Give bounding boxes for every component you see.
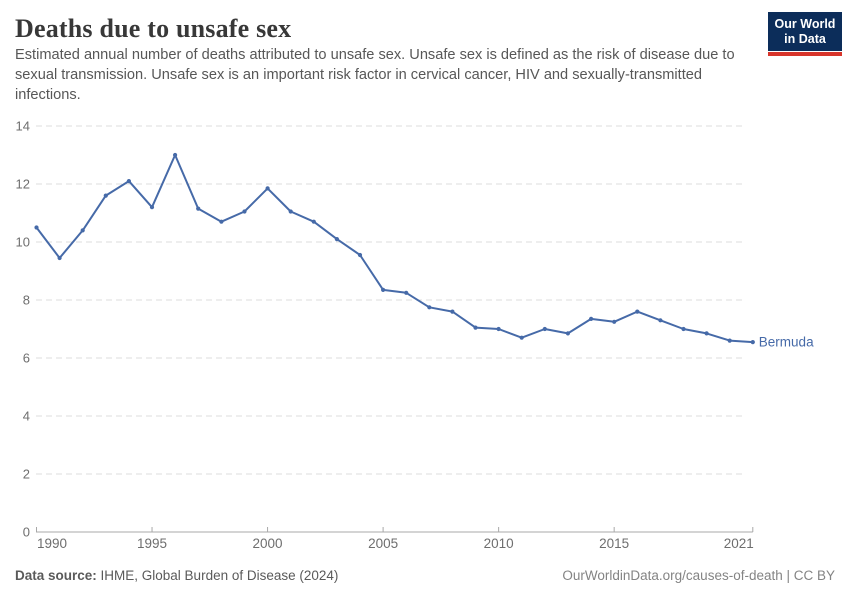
owid-logo: Our World in Data: [768, 12, 842, 51]
data-point: [265, 186, 270, 191]
data-point: [450, 309, 455, 314]
data-point: [126, 179, 131, 184]
data-point: [519, 335, 524, 340]
y-tick-label: 8: [23, 293, 30, 308]
owid-logo-line2: in Data: [784, 32, 826, 46]
data-point: [704, 331, 709, 336]
chart-subtitle: Estimated annual number of deaths attrib…: [15, 47, 735, 103]
data-point: [612, 319, 617, 324]
data-point: [219, 219, 224, 224]
page-title: Deaths due to unsafe sex: [15, 14, 292, 43]
x-tick-label: 2005: [368, 536, 398, 551]
data-point: [173, 152, 178, 158]
x-tick-label: 1995: [137, 536, 167, 551]
chart-footer: Data source: IHME, Global Burden of Dise…: [15, 568, 835, 583]
data-source-label: Data source:: [15, 568, 97, 583]
data-point: [34, 225, 39, 230]
y-tick-label: 10: [16, 235, 30, 250]
owid-logo-line1: Our World: [774, 17, 836, 31]
data-point: [196, 206, 201, 211]
data-point: [681, 326, 686, 332]
data-point: [334, 237, 339, 242]
data-point: [750, 340, 755, 345]
data-point: [727, 338, 732, 343]
data-point: [589, 316, 594, 321]
x-tick-label: 2021: [724, 536, 754, 551]
data-point: [565, 331, 571, 336]
x-tick-label: 2000: [253, 536, 283, 551]
data-point: [542, 326, 547, 332]
data-point: [103, 193, 108, 198]
y-tick-label: 4: [23, 409, 30, 424]
data-point: [288, 209, 293, 214]
line-chart: 0 2 4 6 8 10 12 14 1990 1995 2000 2005 2010 2015 2021 B…: [0, 110, 850, 560]
y-tick-label: 0: [23, 525, 30, 540]
data-point: [57, 255, 62, 261]
data-point: [473, 325, 478, 330]
y-tick-label: 12: [16, 177, 30, 192]
y-tick-label: 14: [16, 119, 30, 134]
series-line: [35, 154, 754, 344]
y-tick-label: 2: [23, 467, 30, 482]
data-source: Data source: IHME, Global Burden of Dise…: [15, 568, 338, 583]
data-point: [311, 219, 316, 224]
y-tick-label: 6: [23, 351, 30, 366]
data-point: [658, 318, 663, 323]
x-tick-label: 2015: [599, 536, 629, 551]
data-point: [80, 228, 85, 233]
owid-logo-red-bar: [768, 52, 842, 56]
series-end-label: Bermuda: [759, 335, 814, 350]
data-point: [404, 290, 409, 295]
data-point: [357, 252, 363, 258]
data-point: [427, 305, 432, 310]
footer-link[interactable]: OurWorldinData.org/causes-of-death | CC …: [562, 568, 835, 583]
data-point: [496, 326, 501, 332]
x-tick-label: 2010: [484, 536, 514, 551]
line-chart-canvas: 0 2 4 6 8 10 12 14 1990 1995 2000 2005 2010 2015 2021 B…: [16, 119, 815, 552]
x-tick-label: 1990: [37, 536, 67, 551]
data-point: [635, 309, 640, 314]
data-point: [149, 205, 155, 210]
data-source-text: IHME, Global Burden of Disease (2024): [96, 568, 339, 583]
data-point: [242, 209, 247, 214]
data-point: [381, 287, 386, 292]
